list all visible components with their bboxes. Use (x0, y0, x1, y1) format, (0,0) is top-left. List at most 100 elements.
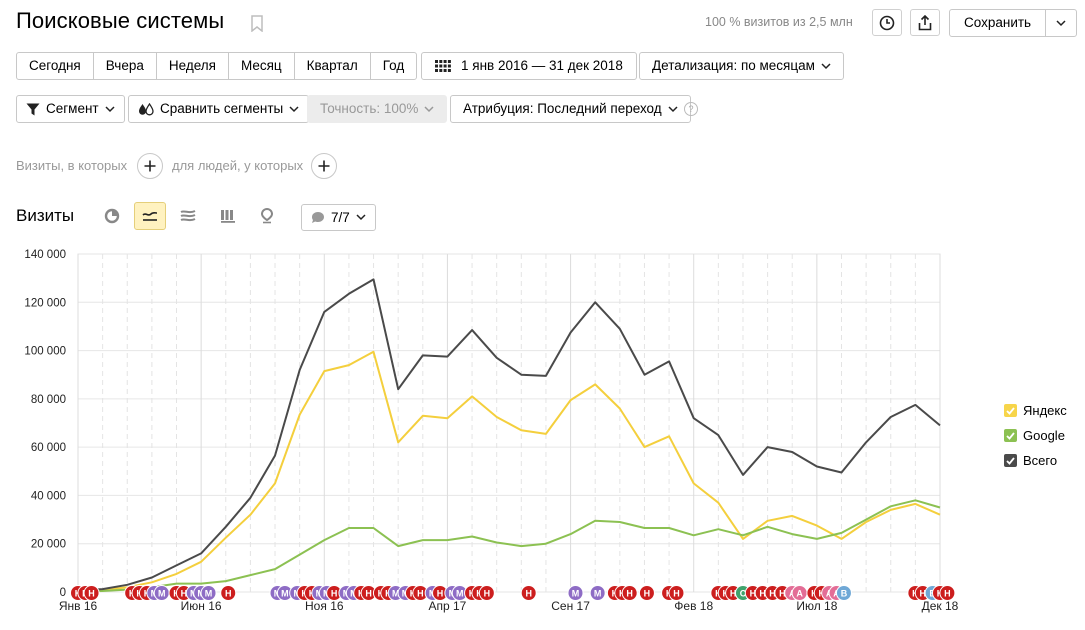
annotation-marker: М (200, 585, 217, 601)
annotation-marker: М (567, 585, 584, 601)
chart-type-line[interactable] (134, 202, 166, 230)
chart-type-pie[interactable] (96, 202, 128, 230)
period-year[interactable]: Год (382, 58, 405, 73)
segment-label: Сегмент (46, 101, 99, 116)
legend-item-yandex[interactable]: Яндекс (1004, 398, 1067, 423)
annotation-letter: Н (673, 589, 680, 599)
chart-type-map[interactable] (251, 202, 283, 230)
chevron-down-icon (821, 62, 831, 69)
annotation-letter: Н (365, 589, 372, 599)
annotations-dropdown[interactable]: 7/7 (301, 204, 376, 231)
annotation-letter: М (205, 589, 213, 599)
chart-type-bar[interactable] (212, 202, 244, 230)
bookmark-icon[interactable] (251, 15, 263, 32)
compare-segments-dropdown[interactable]: Сравнить сегменты (128, 95, 310, 123)
add-visits-condition-button[interactable] (137, 153, 163, 179)
visits-line-chart[interactable]: 0 20 000 40 000 60 000 80 000 100 000 120 000 1… (0, 240, 990, 625)
annotation-marker: Н (520, 585, 537, 601)
annotation-letter: Н (644, 589, 651, 599)
y-tick-label: 140 000 (24, 249, 66, 261)
chevron-down-icon (356, 214, 366, 221)
x-tick-label: Июл 18 (796, 599, 837, 613)
save-button[interactable]: Сохранить (964, 15, 1032, 30)
annotation-letter: Н (525, 589, 532, 599)
legend-label: Яндекс (1023, 403, 1067, 418)
detail-label: Детализация: по месяцам (652, 58, 815, 73)
x-tick-label: Янв 16 (59, 599, 98, 613)
series-line (77, 350, 941, 592)
annotation-letter: Н (88, 589, 95, 599)
legend-item-google[interactable]: Google (1004, 423, 1067, 448)
calendar-grid-icon (435, 60, 451, 72)
x-tick-label: Июн 16 (181, 599, 222, 613)
x-tick-label: Ноя 16 (305, 599, 344, 613)
annotation-marker: В (835, 585, 852, 601)
y-tick-label: 80 000 (31, 394, 66, 406)
chevron-down-icon (424, 105, 434, 112)
chevron-down-icon (289, 105, 299, 112)
period-today[interactable]: Сегодня (17, 53, 94, 79)
checkbox-checked-icon (1004, 454, 1017, 467)
period-week[interactable]: Неделя (157, 53, 229, 79)
annotation-marker: Н (939, 585, 956, 601)
period-yesterday[interactable]: Вчера (94, 53, 157, 79)
filter-icon (26, 103, 40, 115)
history-button[interactable] (872, 9, 902, 36)
period-month[interactable]: Месяц (229, 53, 295, 79)
date-range-label: 1 янв 2016 — 31 дек 2018 (461, 58, 623, 73)
legend-item-total[interactable]: Всего (1004, 448, 1067, 473)
visits-filter-label: Визиты, в которых (16, 158, 128, 173)
period-selector: Сегодня Вчера Неделя Месяц Квартал Год (16, 52, 418, 80)
visits-share-text: 100 % визитов из 2,5 млн (705, 15, 853, 29)
segment-dropdown[interactable]: Сегмент (16, 95, 125, 123)
export-button[interactable] (910, 9, 940, 36)
map-pin-icon (260, 208, 274, 224)
chevron-down-icon (1056, 19, 1066, 26)
annotation-marker: М (153, 585, 170, 601)
annotation-letter: Н (437, 589, 444, 599)
compare-drops-icon (139, 102, 154, 115)
chart-section-title: Визиты (16, 206, 75, 225)
checkbox-checked-icon (1004, 429, 1017, 442)
annotation-letter: Н (181, 589, 188, 599)
chart-type-area[interactable] (172, 202, 204, 230)
line-chart-icon (142, 211, 158, 221)
save-dropdown-button[interactable] (1045, 10, 1076, 36)
period-quarter[interactable]: Квартал (295, 53, 371, 79)
y-tick-label: 60 000 (31, 442, 66, 454)
add-people-condition-button[interactable] (311, 153, 337, 179)
chevron-down-icon (105, 105, 115, 112)
series-line (77, 499, 941, 593)
chevron-down-icon (668, 105, 678, 112)
date-range-button[interactable]: 1 янв 2016 — 31 дек 2018 (421, 52, 637, 80)
attribution-label: Атрибуция: Последний переход (463, 101, 662, 116)
annotation-letter: Н (417, 589, 424, 599)
annotation-letter: М (158, 589, 166, 599)
annotation-letter: Н (779, 589, 786, 599)
detail-dropdown[interactable]: Детализация: по месяцам (639, 52, 844, 80)
compare-segments-label: Сравнить сегменты (160, 101, 284, 116)
y-tick-label: 100 000 (24, 346, 66, 358)
annotation-letter: Н (750, 589, 757, 599)
annotation-letter: Н (225, 589, 232, 599)
annotation-letter: А (796, 589, 803, 599)
x-axis: Янв 16 Июн 16 Ноя 16 Апр 17 Сен 17 Фев 18 Июл … (59, 599, 959, 613)
accuracy-dropdown[interactable]: Точность: 100% (307, 95, 448, 123)
annotation-letter: Н (769, 589, 776, 599)
help-icon[interactable]: ? (684, 102, 698, 116)
annotation-marker: Н (668, 585, 685, 601)
annotation-letter: Н (920, 589, 927, 599)
y-tick-label: 20 000 (31, 539, 66, 551)
annotation-letter: Н (944, 589, 951, 599)
attribution-dropdown[interactable]: Атрибуция: Последний переход (450, 95, 691, 123)
annotation-marker: Н (478, 585, 495, 601)
clock-icon (879, 15, 895, 30)
x-tick-label: Сен 17 (551, 599, 590, 613)
legend-label: Всего (1023, 453, 1058, 468)
people-filter-label: для людей, у которых (172, 158, 304, 173)
y-tick-label: 0 (60, 587, 66, 599)
annotation-marker: М (589, 585, 606, 601)
x-tick-label: Дек 18 (922, 599, 959, 613)
annotation-marker: Н (83, 585, 100, 601)
x-tick-label: Фев 18 (674, 599, 713, 613)
